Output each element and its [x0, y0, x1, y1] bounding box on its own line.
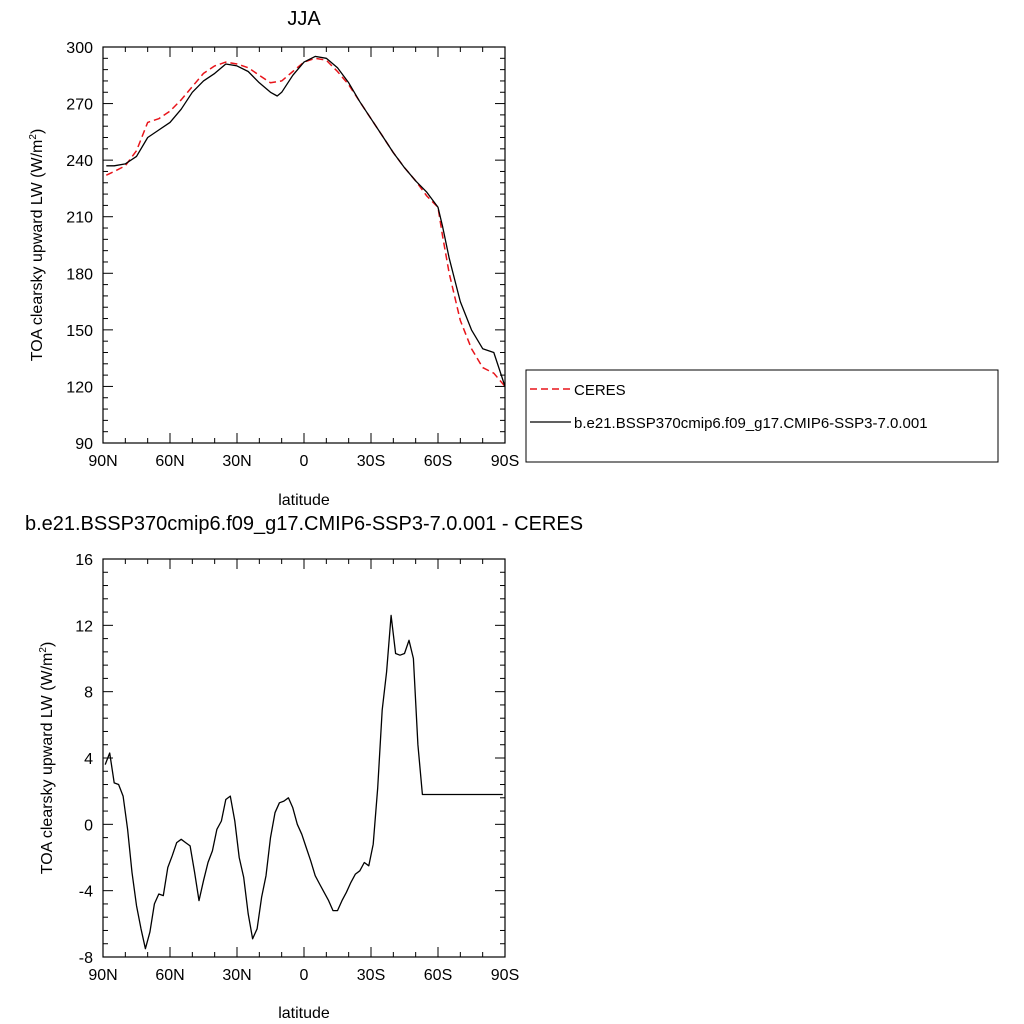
chart-top-ytick-label: 90 [75, 436, 93, 453]
chart-top-ytick-label: 210 [66, 210, 93, 227]
chart-top-xtick-label: 90N [88, 453, 117, 470]
chart-top-xtick-label: 90S [491, 453, 519, 470]
chart-bottom-ytick-label: 4 [84, 751, 93, 768]
chart-top-xtick-label: 30N [222, 453, 251, 470]
chart-top-ylabel-main: TOA clearsky upward LW (W/m [29, 140, 46, 362]
chart-top-title: JJA [287, 8, 321, 30]
chart-bottom-xtick-label: 90S [491, 967, 519, 984]
chart-bottom-ylabel-main: TOA clearsky upward LW (W/m [39, 653, 56, 875]
chart-bottom-xtick-label: 0 [300, 967, 309, 984]
chart-bottom-xtick-label: 60N [155, 967, 184, 984]
chart-top-ytick-label: 150 [66, 323, 93, 340]
chart-top-ytick-label: 240 [66, 153, 93, 170]
chart-bottom-ylabel-sup: 2 [38, 647, 49, 653]
chart-top-ylabel: TOA clearsky upward LW (W/m2) [28, 129, 46, 362]
chart-bottom-xlabel: latitude [278, 1005, 330, 1022]
chart-top-ytick-label: 120 [66, 379, 93, 396]
chart-bottom-xtick-label: 60S [424, 967, 452, 984]
chart-bottom-xtick-label: 30N [222, 967, 251, 984]
chart-top-series-line-0 [105, 57, 506, 387]
chart-bottom-xtick-label: 90N [88, 967, 117, 984]
chart-top-series-line-1 [106, 55, 506, 387]
chart-bottom-series-line-0 [104, 614, 503, 950]
chart-top-xtick-label: 60S [424, 453, 452, 470]
chart-bottom-plot-frame [102, 558, 506, 958]
chart-top-ytick-label: 270 [66, 97, 93, 114]
chart-bottom-xtick-label: 30S [357, 967, 385, 984]
chart-bottom-ylabel: TOA clearsky upward LW (W/m2) [38, 642, 56, 875]
legend-label-ceres: CERES [574, 382, 626, 399]
chart-bottom-ylabel-close: ) [39, 642, 56, 647]
chart-top: JJA 90N 60N 30N 0 30S 60S 90S 90 120 150 180 210 240… [28, 8, 999, 509]
chart-bottom-ytick-label: 12 [75, 618, 93, 635]
legend-label-model: b.e21.BSSP370cmip6.f09_g17.CMIP6-SSP3-7.… [574, 415, 928, 432]
chart-bottom-title: b.e21.BSSP370cmip6.f09_g17.CMIP6-SSP3-7.… [25, 513, 583, 535]
chart-bottom-ytick-label: 0 [84, 817, 93, 834]
legend: CERES b.e21.BSSP370cmip6.f09_g17.CMIP6-S… [525, 369, 999, 463]
chart-top-xtick-label: 60N [155, 453, 184, 470]
chart-top-ytick-label: 180 [66, 266, 93, 283]
chart-bottom: b.e21.BSSP370cmip6.f09_g17.CMIP6-SSP3-7.… [25, 513, 583, 1022]
chart-top-xtick-label: 0 [300, 453, 309, 470]
chart-top-xlabel: latitude [278, 492, 330, 509]
chart-top-ytick-label: 300 [66, 40, 93, 57]
chart-top-xtick-label: 30S [357, 453, 385, 470]
legend-box [525, 369, 999, 463]
chart-bottom-ytick-label: 16 [75, 552, 93, 569]
chart-bottom-ytick-label: 8 [84, 685, 93, 702]
chart-bottom-ytick-label: -4 [79, 884, 93, 901]
chart-top-ylabel-close: ) [29, 129, 46, 134]
chart-bottom-ytick-label: -8 [79, 950, 93, 967]
chart-top-ylabel-sup: 2 [28, 134, 39, 140]
